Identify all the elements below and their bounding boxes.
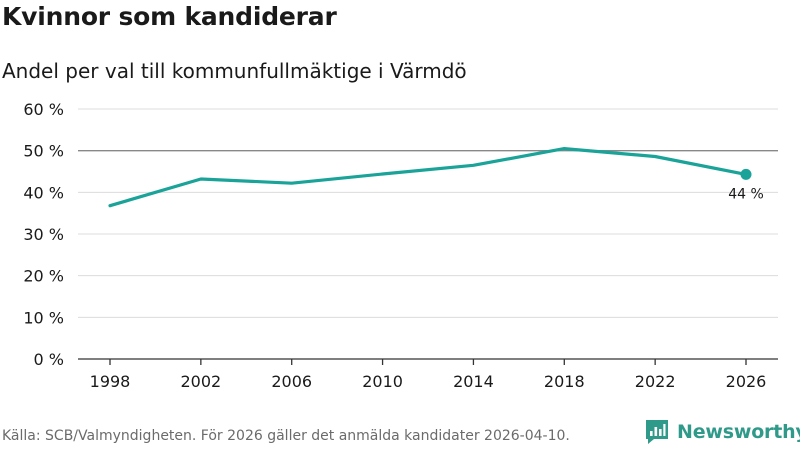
y-tick-label: 0 %	[34, 350, 64, 369]
x-tick-label: 2018	[544, 372, 585, 391]
y-tick-label: 10 %	[23, 308, 64, 327]
end-point-marker	[740, 168, 752, 180]
y-axis-labels: 0 % 10 % 20 % 30 % 40 % 50 % 60 %	[23, 100, 64, 369]
end-point-label: 44 %	[728, 186, 764, 202]
x-tick-label: 2022	[635, 372, 676, 391]
source-note: Källa: SCB/Valmyndigheten. För 2026 gäll…	[2, 428, 570, 444]
y-tick-label: 50 %	[23, 142, 64, 161]
x-tick-label: 2026	[726, 372, 767, 391]
y-tick-label: 40 %	[23, 183, 64, 202]
x-axis-labels: 1998 2002 2006 2010 2014 2018 2022 2026	[90, 372, 767, 391]
x-tick-label: 2014	[453, 372, 494, 391]
x-tick-label: 1998	[90, 372, 131, 391]
brand-name: Newsworthy	[677, 421, 800, 443]
x-tick-label: 2006	[271, 372, 312, 391]
series-line	[108, 147, 748, 208]
series-group	[108, 147, 748, 208]
chart-subtitle: Andel per val till kommunfullmäktige i V…	[2, 59, 467, 83]
x-axis	[78, 358, 778, 365]
x-tick-label: 2010	[362, 372, 403, 391]
y-tick-label: 30 %	[23, 225, 64, 244]
chart-title: Kvinnor som kandiderar	[2, 2, 337, 31]
grid-lines	[78, 108, 778, 318]
newsworthy-logo-icon	[646, 420, 668, 444]
y-tick-label: 20 %	[23, 267, 64, 286]
brand-logo: Newsworthy	[644, 419, 800, 445]
annotation-group: 44 %	[728, 168, 764, 202]
y-tick-label: 60 %	[23, 100, 64, 119]
x-tick-label: 2002	[180, 372, 221, 391]
